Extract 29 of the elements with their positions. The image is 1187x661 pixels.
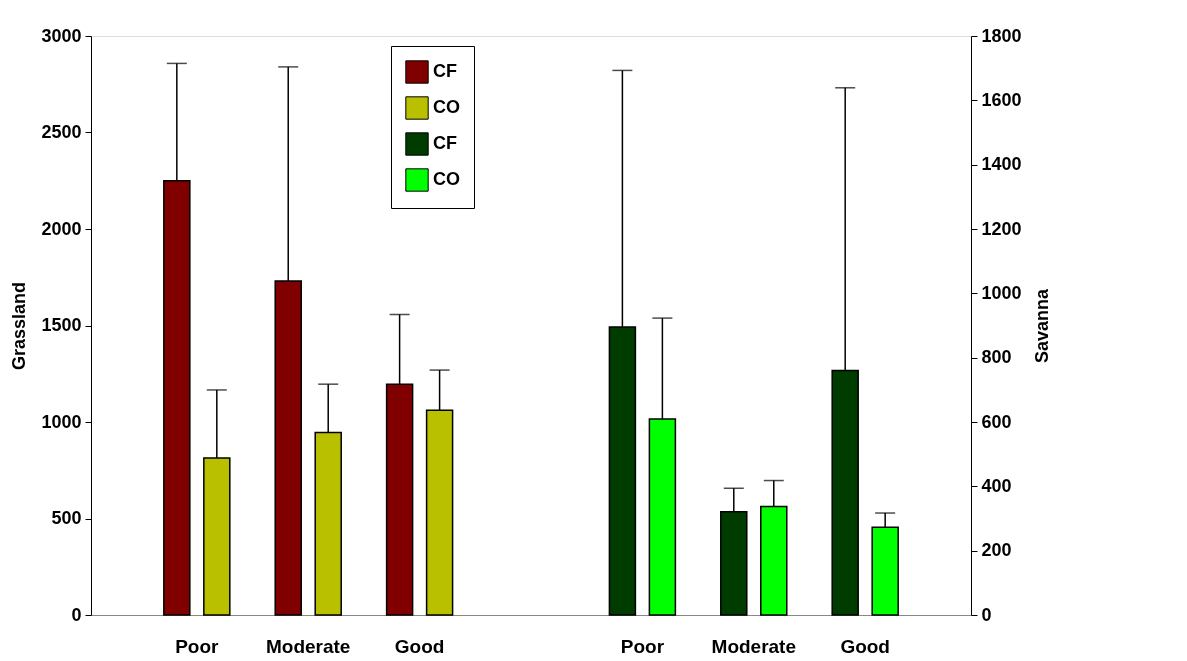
legend-label: CO [433, 97, 460, 117]
legend-label: CO [433, 169, 460, 189]
y2-axis-title: Savanna [1031, 288, 1052, 364]
x-tick-label: Poor [175, 635, 220, 657]
y-tick-label: 0 [71, 604, 82, 625]
y2-tick-label: 400 [981, 475, 1012, 496]
y-tick-label: 1500 [41, 315, 82, 335]
y2-tick-label: 0 [981, 604, 992, 625]
x-tick-label: Moderate [265, 635, 351, 657]
legend-label: CF [433, 133, 457, 153]
x-tick-label: Good [840, 635, 890, 657]
y-axis-title: Grassland [9, 281, 30, 371]
y2-tick-label: 800 [981, 347, 1012, 368]
x-tick-label: Moderate [711, 635, 797, 657]
y2-tick-label: 1200 [981, 218, 1022, 239]
y2-tick-label: 1000 [981, 282, 1022, 303]
y2-tick-label: 200 [981, 540, 1012, 561]
y-tick-label: 1000 [41, 411, 82, 432]
y-tick-label: 3000 [41, 25, 82, 46]
y-tick-label: 2000 [41, 218, 82, 239]
x-tick-label: Poor [620, 635, 665, 657]
y2-tick-label: 1600 [981, 89, 1022, 110]
y-tick-label: 2500 [41, 122, 82, 142]
y-tick-label: 500 [51, 508, 82, 528]
y2-tick-label: 600 [981, 411, 1012, 432]
legend-label: CF [433, 61, 457, 81]
y2-tick-label: 1400 [981, 154, 1022, 175]
x-tick-label: Good [394, 635, 445, 657]
y2-tick-label: 1800 [981, 25, 1022, 46]
